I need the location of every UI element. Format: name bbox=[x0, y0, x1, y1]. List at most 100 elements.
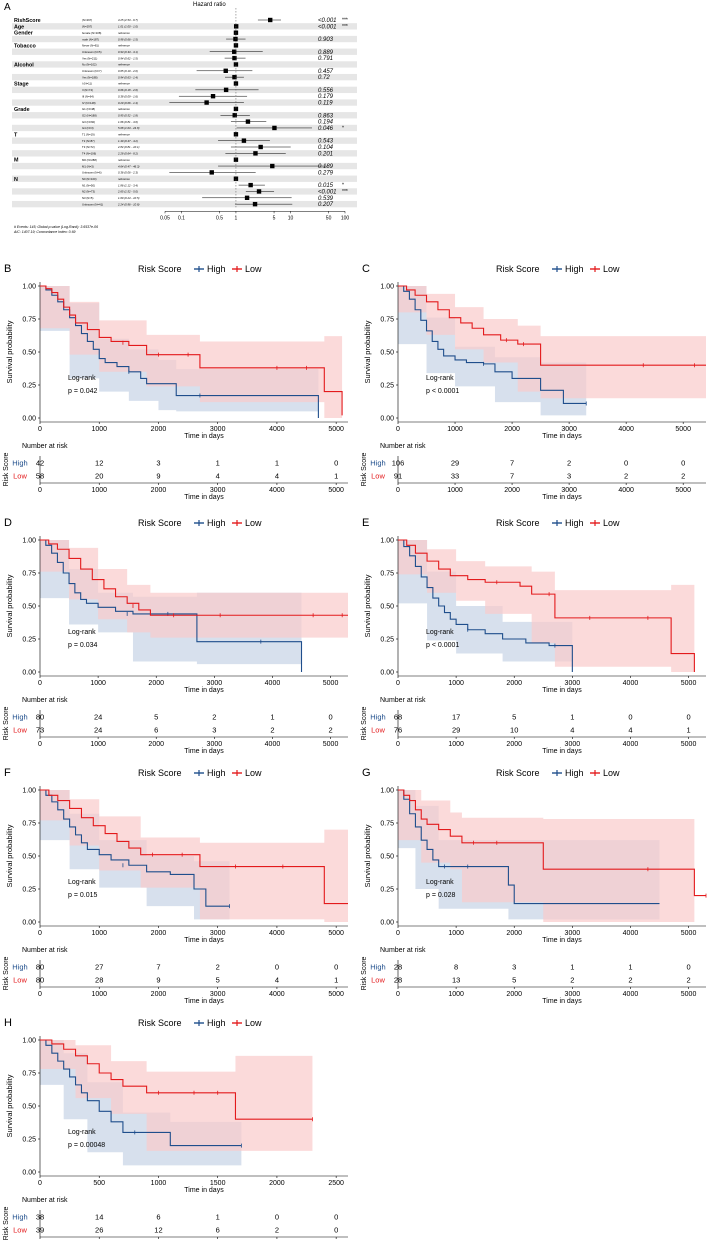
y-tick-label: 0.50 bbox=[22, 604, 36, 611]
risk-x-axis-label: Time in days bbox=[542, 748, 582, 755]
legend-label: High bbox=[207, 264, 226, 274]
y-tick-label: 0.25 bbox=[22, 637, 36, 644]
pvalue-label: p = 0.034 bbox=[68, 642, 97, 649]
km-confidence-band-low bbox=[40, 286, 343, 418]
forest-stripe bbox=[12, 175, 357, 182]
risk-count-low: 29 bbox=[452, 726, 460, 735]
forest-pvalue: 0.015 bbox=[318, 183, 334, 189]
x-tick-label: 4000 bbox=[265, 680, 281, 687]
forest-estimate bbox=[233, 176, 239, 181]
forest-level: (N=297) bbox=[82, 25, 92, 29]
forest-ci: 1.40 (0.47 - 4.2) bbox=[118, 139, 138, 143]
forest-pvalue: <0.001 bbox=[318, 189, 337, 195]
risk-count-low: 9 bbox=[156, 976, 160, 985]
forest-variable: RishScore bbox=[14, 18, 41, 24]
x-axis-label: Time in days bbox=[542, 433, 582, 440]
risk-row-label-low: Low bbox=[13, 472, 27, 481]
risk-x-tick-label: 0 bbox=[396, 741, 400, 748]
forest-significance: *** bbox=[342, 189, 348, 195]
km-confidence-band-low bbox=[40, 540, 348, 638]
forest-stripe bbox=[12, 137, 357, 144]
risk-count-high: 14 bbox=[95, 1213, 103, 1222]
risk-x-tick-label: 3000 bbox=[207, 741, 223, 748]
legend-label: Low bbox=[603, 264, 620, 274]
y-axis-label: Survival probability bbox=[5, 824, 14, 887]
forest-pvalue: 0.903 bbox=[318, 37, 334, 43]
forest-pvalue: 0.457 bbox=[318, 69, 334, 75]
forest-level: G1 (N=48) bbox=[82, 107, 95, 111]
risk-x-tick-label: 1000 bbox=[91, 991, 107, 998]
forest-ci: 4.25 (2.53 - 6.7) bbox=[118, 18, 138, 22]
forest-estimate bbox=[233, 106, 239, 112]
forest-stripe bbox=[12, 112, 357, 119]
legend-label: Low bbox=[245, 264, 262, 274]
x-tick-label: 1000 bbox=[448, 680, 464, 687]
km-curve-high bbox=[40, 539, 303, 672]
risk-count-low: 2 bbox=[570, 976, 574, 985]
risk-count-high: 28 bbox=[394, 963, 402, 972]
risk-x-tick-label: 3000 bbox=[565, 991, 581, 998]
forest-estimate bbox=[245, 119, 251, 124]
forest-stripe bbox=[12, 35, 357, 43]
forest-estimate bbox=[253, 151, 258, 156]
logrank-label: Log-rank bbox=[68, 879, 96, 886]
logrank-label: Log-rank bbox=[68, 629, 96, 636]
forest-estimate bbox=[209, 170, 214, 175]
y-tick-label: 0.75 bbox=[22, 317, 36, 324]
forest-ci: reference bbox=[118, 63, 130, 67]
y-tick-label: 0.25 bbox=[380, 383, 394, 390]
forest-ci: 2.24 (0.96 - 10.8) bbox=[117, 202, 140, 206]
y-tick-label: 0.75 bbox=[380, 821, 394, 828]
y-tick-label: 0.00 bbox=[380, 670, 394, 677]
logrank-label: Log-rank bbox=[426, 879, 454, 886]
forest-footnote: # Events: 145; Global p-value (Log-Rank)… bbox=[14, 225, 98, 229]
forest-ci: 0.93 (0.33 - 3.1) bbox=[118, 50, 138, 54]
forest-stripe bbox=[12, 73, 357, 81]
forest-estimate bbox=[223, 68, 228, 73]
legend-label: High bbox=[565, 264, 584, 274]
km-curve-high bbox=[398, 285, 587, 405]
y-tick-label: 0.75 bbox=[380, 571, 394, 578]
risk-row-label-high: High bbox=[12, 713, 27, 722]
risk-count-low: 2 bbox=[270, 726, 274, 735]
km-confidence-band-high bbox=[398, 540, 573, 662]
risk-x-axis-label: Time in days bbox=[184, 494, 224, 501]
km-confidence-band-low bbox=[40, 1040, 313, 1151]
x-tick-label: 5000 bbox=[681, 930, 697, 937]
forest-ci: 0.94 (0.63 - 1.4) bbox=[118, 75, 138, 79]
forest-pvalue: 0.207 bbox=[318, 202, 334, 208]
risk-x-axis-label: Time in days bbox=[184, 748, 224, 755]
forest-pvalue: 0.194 bbox=[318, 120, 334, 126]
x-tick-label: 3000 bbox=[210, 426, 226, 433]
risk-count-high: 0 bbox=[686, 963, 690, 972]
y-axis-label: Survival probability bbox=[5, 1074, 14, 1137]
risk-row-label-high: High bbox=[370, 963, 385, 972]
forest-stripe bbox=[12, 61, 357, 68]
risk-count-low: 76 bbox=[394, 726, 402, 735]
legend-label: High bbox=[565, 518, 584, 528]
y-tick-label: 0.25 bbox=[22, 383, 36, 390]
forest-ci: 4.64 (0.47 - 46.3) bbox=[118, 164, 140, 168]
risk-count-low: 4 bbox=[570, 726, 574, 735]
risk-table-ylabel: Risk Score bbox=[3, 452, 10, 486]
y-axis-label: Survival probability bbox=[363, 320, 372, 383]
x-tick-label: 2000 bbox=[506, 930, 522, 937]
forest-stripe bbox=[12, 150, 357, 157]
legend-title: Risk Score bbox=[138, 768, 182, 778]
risk-count-high: 3 bbox=[156, 459, 160, 468]
risk-count-low: 2 bbox=[628, 976, 632, 985]
x-tick-label: 5000 bbox=[328, 426, 344, 433]
forest-ci: 2.84 (0.81 - 10.1) bbox=[117, 145, 140, 149]
panel-label: C bbox=[362, 263, 370, 275]
forest-pvalue: 0.104 bbox=[318, 145, 334, 151]
forest-ci: 5.08 (1.03 - 24.8) bbox=[118, 126, 140, 130]
x-tick-label: 5000 bbox=[681, 680, 697, 687]
risk-table-title: Number at risk bbox=[22, 443, 68, 450]
x-tick-label: 2000 bbox=[151, 426, 167, 433]
forest-ci: reference bbox=[118, 158, 130, 162]
forest-ci: 0.66 (0.18 - 2.6) bbox=[118, 88, 138, 92]
km-curve-high bbox=[398, 539, 573, 672]
pvalue-label: p < 0.0001 bbox=[426, 642, 459, 649]
x-tick-label: 0 bbox=[38, 1180, 42, 1187]
